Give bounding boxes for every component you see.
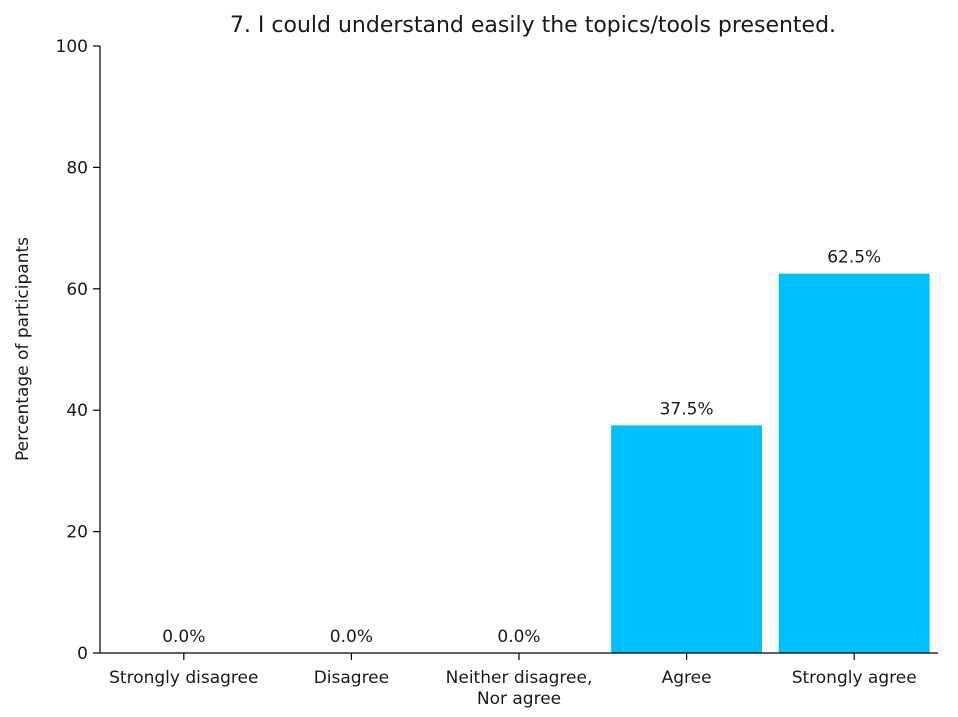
y-tick-label: 20	[66, 523, 88, 543]
x-tick-label: Disagree	[314, 668, 389, 688]
bar-data-label: 0.0%	[330, 627, 373, 647]
y-tick-label: 0	[77, 644, 88, 664]
bar	[778, 273, 930, 653]
data-labels-group: 0.0% 0.0% 0.0% 37.5% 62.5%	[162, 248, 881, 647]
bar	[611, 425, 763, 653]
x-tick-label: Strongly agree	[792, 668, 917, 688]
y-tick-label: 60	[66, 280, 88, 300]
x-axis-ticks: Strongly disagree Disagree Neither disagre…	[109, 653, 917, 709]
chart-title: 7. I could understand easily the topics/…	[230, 13, 836, 38]
x-tick-label: Strongly disagree	[109, 668, 258, 688]
bars-group	[611, 273, 930, 653]
y-tick-label: 100	[56, 37, 88, 57]
bar-data-label: 0.0%	[497, 627, 540, 647]
x-tick-label: Neither disagree, Nor agree	[446, 668, 593, 709]
bar-data-label: 0.0%	[162, 627, 205, 647]
axes-frame	[99, 46, 938, 654]
y-axis-label: Percentage of participants	[13, 237, 33, 461]
bar-data-label: 37.5%	[660, 399, 714, 419]
bar-data-label: 62.5%	[827, 248, 881, 268]
x-tick-label: Agree	[662, 668, 712, 688]
y-tick-label: 80	[66, 158, 88, 178]
y-axis-ticks: 0 20 40 60 80 100	[56, 37, 100, 664]
y-tick-label: 40	[66, 401, 88, 421]
